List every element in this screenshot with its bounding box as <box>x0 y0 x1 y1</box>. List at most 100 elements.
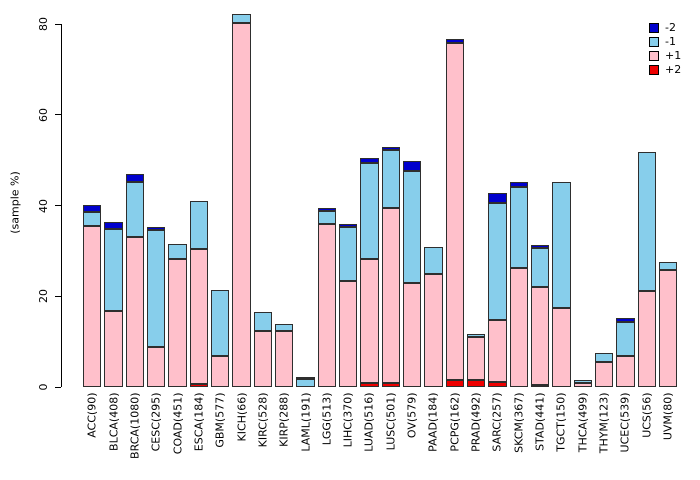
x-tick-label-TGCT150: TGCT(150) <box>554 392 568 452</box>
bar-segment-CESC295--2 <box>146 226 166 230</box>
bar-segment-THCA499-+1 <box>573 383 592 387</box>
x-tick-label-BRCA1080: BRCA(1080) <box>128 392 142 459</box>
bar-segment-BRCA1080--2 <box>125 174 145 183</box>
x-tick-label-SARC257: SARC(257) <box>490 392 504 452</box>
bar-segment-KIRC528--1 <box>253 312 273 331</box>
legend-swatch-icon <box>649 65 659 75</box>
legend-label: +2 <box>665 63 682 76</box>
y-axis-tick <box>55 386 61 388</box>
bar-segment-PAAD184--1 <box>424 247 443 274</box>
x-tick-label-THYM123: THYM(123) <box>597 392 611 453</box>
bar-segment-SARC257-+2 <box>488 382 507 387</box>
bar-segment-PRAD492--1 <box>466 333 486 338</box>
bar-segment-STAD441--1 <box>530 248 550 287</box>
bar-segment-LIHC370-+1 <box>338 280 358 387</box>
x-tick-label-UCS56: UCS(56) <box>640 392 654 438</box>
y-axis-tick <box>55 295 61 297</box>
x-tick-label-LIHC370: LIHC(370) <box>341 392 355 447</box>
bar-segment-UVM80-+1 <box>658 269 678 387</box>
x-tick-label-ESCA184: ESCA(184) <box>192 392 206 451</box>
bar-segment-UCS56-+1 <box>637 290 656 387</box>
bar-segment-SARC257-+1 <box>488 320 507 383</box>
x-tick-label-PRAD492: PRAD(492) <box>469 392 483 452</box>
bar-segment-THCA499--1 <box>573 380 592 384</box>
bar-segment-BRCA1080--1 <box>125 182 145 238</box>
bar-segment-KIRP288--1 <box>274 323 294 331</box>
bar-segment-THYM123--1 <box>594 352 614 363</box>
bar-segment-UVM80--1 <box>658 262 678 270</box>
bar-segment-PRAD492-+1 <box>466 337 486 380</box>
bar-segment-LUAD516-+2 <box>360 383 379 387</box>
bar-segment-THYM123-+1 <box>594 362 614 387</box>
bar-segment-BLCA408--1 <box>104 229 123 312</box>
bar-segment-STAD441-+2 <box>530 384 550 387</box>
bar-segment-PCPG162-+2 <box>445 379 464 387</box>
legend-item-minus2: -2 <box>649 21 681 35</box>
bar-segment-SARC257--2 <box>488 192 507 203</box>
bar-segment-LUSC501--2 <box>381 146 400 150</box>
bar-segment-KIRP288-+1 <box>274 330 294 387</box>
bar-segment-KICH66-+1 <box>232 22 251 387</box>
x-tick-label-KIRC528: KIRC(528) <box>256 392 270 447</box>
x-tick-label-COAD451: COAD(451) <box>171 392 185 454</box>
legend: -2 -1 +1 +2 <box>649 21 681 77</box>
bar-segment-CESC295--1 <box>146 229 166 348</box>
bar-segment-BLCA408--2 <box>104 221 123 230</box>
x-tick-label-LGG513: LGG(513) <box>320 392 334 445</box>
y-axis-tick <box>55 205 61 206</box>
y-tick-label: 60 <box>37 107 50 122</box>
x-tick-label-SKCM367: SKCM(367) <box>512 392 526 453</box>
bar-segment-ESCA184-+1 <box>189 249 209 384</box>
bar-segment-SKCM367-+1 <box>509 268 528 387</box>
bar-segment-UCEC539--2 <box>616 317 635 322</box>
bar-segment-COAD451--1 <box>168 243 187 260</box>
bar-segment-PRAD492-+2 <box>466 379 486 387</box>
legend-item-plus2: +2 <box>649 63 681 77</box>
legend-item-plus1: +1 <box>649 49 681 63</box>
bar-segment-LIHC370--2 <box>338 224 358 227</box>
legend-label: +1 <box>665 49 682 62</box>
bar-segment-BLCA408-+1 <box>104 311 123 387</box>
x-tick-label-LUSC501: LUSC(501) <box>384 392 398 450</box>
bar-segment-LUAD516--1 <box>360 162 379 260</box>
bar-segment-TGCT150-+1 <box>552 307 571 387</box>
bar-segment-LUAD516--2 <box>360 158 379 163</box>
legend-label: -2 <box>665 21 676 34</box>
bar-segment-UCEC539--1 <box>616 321 635 356</box>
x-tick-label-OV579: OV(579) <box>405 392 419 438</box>
bar-segment-LUSC501-+1 <box>381 208 400 384</box>
bar-segment-PCPG162--2 <box>445 38 464 44</box>
bar-segment-LGG513--1 <box>317 211 337 224</box>
bar-segment-STAD441--2 <box>530 244 550 249</box>
bar-segment-UCEC539-+1 <box>616 355 635 387</box>
x-tick-label-UCEC539: UCEC(539) <box>618 392 632 452</box>
x-tick-label-PAAD184: PAAD(184) <box>426 392 440 452</box>
x-tick-label-KICH66: KICH(66) <box>235 392 248 441</box>
legend-label: -1 <box>665 35 676 48</box>
bar-segment-CESC295-+1 <box>146 347 166 387</box>
x-tick-label-PCPG162: PCPG(162) <box>448 392 462 452</box>
bar-segment-GBM577-+1 <box>210 355 230 387</box>
bar-segment-COAD451-+1 <box>168 259 187 387</box>
bar-segment-LIHC370--1 <box>338 226 358 281</box>
x-tick-label-LUAD516: LUAD(516) <box>362 392 376 452</box>
bar-segment-SKCM367--1 <box>509 186 528 269</box>
legend-swatch-icon <box>649 23 659 33</box>
bar-segment-LUSC501-+2 <box>381 383 400 387</box>
y-axis-title: (sample %) <box>8 171 22 234</box>
y-tick-label: 80 <box>37 17 50 31</box>
x-tick-label-THCA499: THCA(499) <box>576 392 590 452</box>
bar-segment-LUSC501--1 <box>381 149 400 209</box>
bar-segment-SKCM367--2 <box>509 182 528 187</box>
x-tick-label-BLCA408: BLCA(408) <box>107 392 121 451</box>
y-tick-label: 20 <box>37 289 50 304</box>
bar-segment-ACC90--2 <box>83 205 102 213</box>
bar-segment-LGG513-+1 <box>317 223 337 387</box>
bar-segment-ACC90-+1 <box>83 225 102 387</box>
bar-segment-ESCA184--1 <box>189 200 209 250</box>
x-tick-label-CESC295: CESC(295) <box>149 392 163 451</box>
bar-segment-LUAD516-+1 <box>360 259 379 384</box>
bar-segment-PAAD184-+1 <box>424 274 443 387</box>
bar-segment-LGG513--2 <box>317 207 337 212</box>
